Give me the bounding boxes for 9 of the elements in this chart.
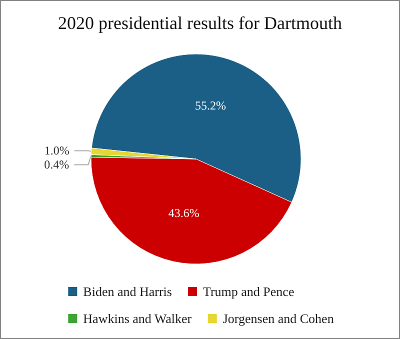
data-label: 1.0% [44,144,70,158]
data-label: 43.6% [168,206,200,220]
legend-label: Jorgensen and Cohen [222,311,334,326]
data-label: 55.2% [195,98,226,112]
legend-label: Biden and Harris [83,284,172,299]
chart-title: 2020 presidential results for Dartmouth [58,13,342,33]
legend-label: Trump and Pence [202,284,294,299]
data-label: 0.4% [44,158,70,172]
legend-label: Hawkins and Walker [83,311,192,326]
